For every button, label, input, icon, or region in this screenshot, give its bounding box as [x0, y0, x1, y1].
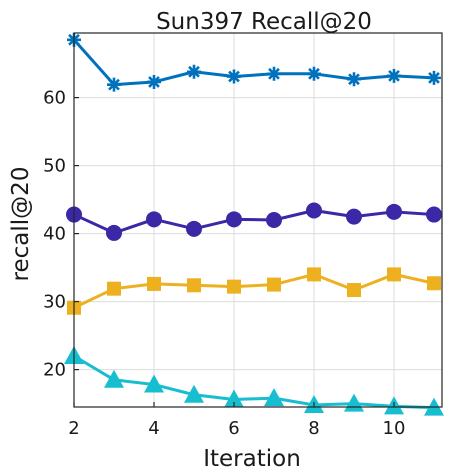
data-point — [107, 77, 121, 92]
data-point — [267, 66, 281, 81]
data-point — [147, 276, 161, 291]
data-point — [267, 277, 281, 292]
data-point — [224, 389, 244, 408]
data-point — [427, 70, 441, 85]
x-ticks: 2 4 6 8 10 — [68, 402, 405, 439]
data-point — [187, 278, 201, 293]
data-point — [387, 68, 401, 83]
plot-frame — [73, 32, 443, 408]
data-point — [386, 203, 402, 220]
series-group — [64, 32, 444, 416]
data-point — [427, 276, 441, 291]
data-point — [144, 374, 164, 393]
y-tick-label: 60 — [43, 88, 66, 109]
series-asterisk — [67, 32, 441, 92]
x-tick-label: 6 — [228, 418, 239, 439]
data-point — [346, 208, 362, 225]
data-point — [227, 69, 241, 84]
y-tick-label: 50 — [43, 156, 66, 177]
x-tick-label: 2 — [68, 418, 79, 439]
y-tick-label: 20 — [43, 360, 66, 381]
data-point — [307, 267, 321, 282]
data-point — [264, 388, 284, 407]
data-point — [426, 206, 442, 223]
y-ticks: 20 30 40 50 60 — [43, 88, 79, 381]
data-point — [147, 74, 161, 89]
data-point — [184, 384, 204, 403]
data-point — [347, 72, 361, 87]
data-point — [266, 212, 282, 228]
series-circle — [66, 202, 442, 241]
series-line — [73, 208, 435, 235]
data-point — [227, 279, 241, 294]
y-tick-label: 40 — [43, 224, 66, 245]
data-point — [146, 211, 162, 228]
data-point — [347, 283, 361, 298]
x-tick-label: 8 — [308, 418, 319, 439]
data-point — [107, 281, 121, 296]
data-point — [387, 267, 401, 282]
series-line — [73, 354, 435, 410]
x-tick-label: 10 — [383, 418, 406, 439]
data-point — [187, 64, 201, 79]
data-point — [186, 220, 202, 237]
series-line — [73, 272, 435, 310]
series-line — [72, 38, 435, 87]
data-point — [104, 369, 124, 388]
data-point — [106, 224, 122, 241]
y-tick-label: 30 — [43, 292, 66, 313]
data-point — [306, 202, 322, 219]
chart-title: Sun397 Recall@20 — [156, 9, 372, 35]
data-point — [226, 211, 242, 228]
x-axis-label: Iteration — [203, 446, 301, 472]
y-axis-label: recall@20 — [8, 167, 34, 282]
data-point — [307, 66, 321, 81]
series-square — [67, 267, 441, 315]
x-tick-label: 4 — [148, 418, 159, 439]
